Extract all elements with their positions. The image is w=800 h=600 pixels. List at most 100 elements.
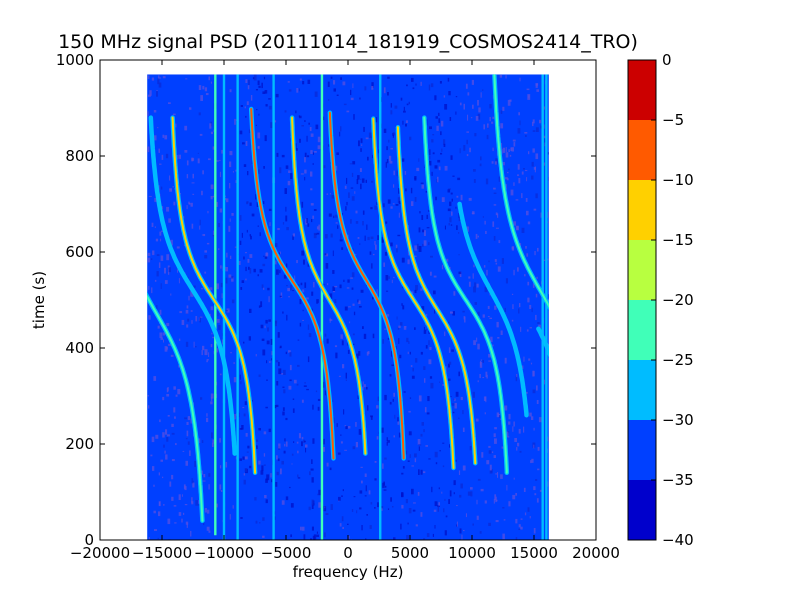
noise-speckle — [411, 201, 414, 206]
noise-speckle — [334, 285, 338, 288]
noise-speckle — [401, 158, 405, 162]
noise-speckle — [386, 441, 388, 446]
noise-speckle — [221, 149, 225, 154]
noise-speckle — [164, 346, 168, 352]
noise-speckle — [256, 202, 259, 207]
noise-speckle — [156, 271, 159, 277]
noise-speckle — [509, 99, 512, 102]
noise-speckle — [437, 159, 441, 163]
noise-speckle — [381, 427, 384, 433]
noise-speckle — [268, 105, 272, 110]
noise-speckle — [155, 238, 159, 242]
noise-speckle — [456, 195, 459, 198]
noise-speckle — [347, 523, 349, 525]
noise-speckle — [454, 459, 457, 462]
noise-speckle — [263, 201, 265, 205]
noise-speckle — [495, 520, 499, 523]
noise-speckle — [423, 330, 427, 334]
noise-speckle — [313, 282, 315, 288]
noise-speckle — [362, 221, 364, 226]
noise-speckle — [482, 216, 484, 218]
noise-speckle — [250, 235, 252, 240]
noise-speckle — [152, 250, 155, 256]
noise-speckle — [409, 397, 412, 399]
noise-speckle — [398, 200, 401, 205]
noise-speckle — [329, 319, 333, 321]
noise-speckle — [164, 450, 166, 454]
noise-speckle — [341, 340, 344, 346]
noise-speckle — [279, 167, 282, 174]
noise-speckle — [162, 332, 165, 336]
noise-speckle — [302, 81, 305, 85]
noise-speckle — [468, 276, 471, 279]
noise-speckle — [531, 175, 534, 180]
chart-title: 150 MHz signal PSD (20111014_181919_COSM… — [58, 31, 638, 53]
noise-speckle — [246, 101, 249, 105]
noise-speckle — [420, 351, 423, 355]
noise-speckle — [317, 398, 321, 401]
noise-speckle — [449, 361, 452, 365]
noise-speckle — [415, 83, 417, 86]
noise-speckle — [179, 338, 181, 341]
noise-speckle — [398, 338, 400, 344]
noise-speckle — [465, 83, 468, 89]
noise-speckle — [480, 488, 484, 492]
noise-speckle — [186, 205, 188, 210]
noise-speckle — [402, 120, 404, 125]
noise-speckle — [253, 268, 256, 273]
noise-speckle — [325, 263, 329, 269]
noise-speckle — [448, 188, 451, 190]
noise-speckle — [488, 445, 491, 448]
noise-speckle — [243, 473, 246, 476]
noise-speckle — [230, 352, 232, 354]
noise-speckle — [477, 100, 479, 106]
noise-speckle — [161, 154, 164, 160]
noise-speckle — [274, 321, 277, 327]
x-axis-label: frequency (Hz) — [293, 563, 404, 581]
noise-speckle — [370, 502, 373, 505]
noise-speckle — [371, 180, 374, 183]
noise-speckle — [298, 88, 300, 92]
noise-speckle — [386, 290, 389, 292]
noise-speckle — [317, 406, 320, 411]
noise-speckle — [500, 418, 502, 420]
noise-speckle — [393, 184, 395, 188]
noise-speckle — [385, 221, 388, 224]
noise-speckle — [361, 480, 363, 484]
noise-speckle — [293, 441, 295, 443]
noise-speckle — [169, 481, 172, 487]
noise-speckle — [490, 336, 493, 343]
noise-speckle — [350, 97, 354, 101]
noise-speckle — [262, 535, 265, 538]
noise-speckle — [361, 525, 363, 531]
noise-speckle — [492, 344, 494, 347]
noise-speckle — [147, 395, 149, 397]
noise-speckle — [443, 508, 445, 513]
noise-speckle — [170, 293, 172, 296]
noise-speckle — [396, 316, 398, 320]
noise-speckle — [330, 504, 333, 510]
noise-speckle — [285, 215, 288, 222]
doppler-trace — [372, 117, 455, 469]
noise-speckle — [505, 278, 508, 284]
noise-speckle — [247, 259, 250, 263]
noise-speckle — [421, 215, 424, 220]
noise-speckle — [340, 334, 343, 339]
noise-speckle — [264, 90, 268, 94]
noise-speckle — [436, 125, 439, 131]
noise-speckle — [427, 396, 430, 402]
noise-speckle — [489, 317, 492, 319]
noise-speckle — [283, 389, 286, 394]
noise-speckle — [532, 148, 535, 153]
noise-speckle — [406, 84, 408, 87]
noise-speckle — [447, 77, 450, 82]
noise-speckle — [357, 299, 359, 303]
x-tick-label: −5000 — [261, 544, 312, 562]
noise-speckle — [374, 461, 377, 463]
noise-speckle — [367, 156, 369, 161]
noise-speckle — [281, 154, 285, 158]
noise-speckle — [257, 274, 259, 277]
colorbar-tick-label: −5 — [662, 111, 684, 129]
noise-speckle — [361, 178, 365, 183]
noise-speckle — [366, 387, 368, 390]
